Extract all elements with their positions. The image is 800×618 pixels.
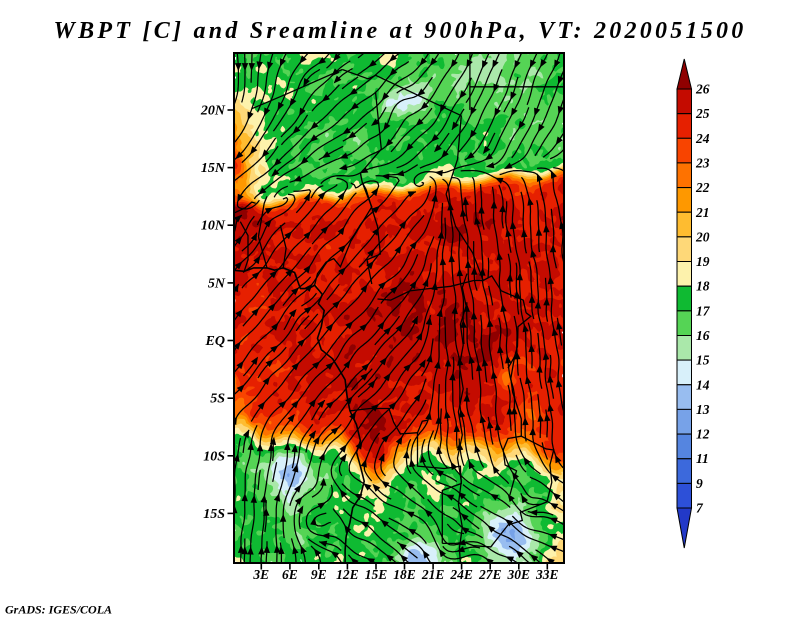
svg-text:30E: 30E <box>507 567 531 582</box>
svg-text:14: 14 <box>696 377 710 392</box>
svg-text:11: 11 <box>696 451 709 466</box>
svg-text:15E: 15E <box>365 567 388 582</box>
svg-text:3E: 3E <box>252 567 269 582</box>
svg-text:17: 17 <box>696 303 711 318</box>
svg-text:12: 12 <box>696 427 710 442</box>
svg-text:20N: 20N <box>200 104 226 119</box>
svg-text:6E: 6E <box>282 567 298 582</box>
svg-text:9: 9 <box>696 476 703 491</box>
svg-text:9E: 9E <box>311 567 327 582</box>
svg-text:18E: 18E <box>393 567 416 582</box>
svg-text:15S: 15S <box>203 507 225 522</box>
svg-text:10N: 10N <box>201 219 226 234</box>
svg-text:7: 7 <box>696 501 704 516</box>
svg-text:10S: 10S <box>203 449 225 464</box>
svg-text:20: 20 <box>695 229 710 244</box>
svg-text:16: 16 <box>696 328 710 343</box>
svg-text:22: 22 <box>695 180 710 195</box>
svg-text:GrADS: IGES/COLA: GrADS: IGES/COLA <box>5 603 112 617</box>
svg-text:23: 23 <box>695 155 710 170</box>
svg-text:24E: 24E <box>449 567 473 582</box>
svg-text:WBPT [C] and Sreamline at 900h: WBPT [C] and Sreamline at 900hPa, VT: 20… <box>54 18 747 44</box>
svg-text:19: 19 <box>696 254 710 269</box>
svg-text:5S: 5S <box>210 392 225 407</box>
svg-text:15: 15 <box>696 353 710 368</box>
svg-text:5N: 5N <box>208 276 226 291</box>
svg-text:13: 13 <box>696 402 710 417</box>
svg-text:26: 26 <box>695 82 710 97</box>
svg-text:21E: 21E <box>421 567 445 582</box>
svg-text:12E: 12E <box>336 567 359 582</box>
svg-text:21: 21 <box>695 205 710 220</box>
svg-text:27E: 27E <box>478 567 502 582</box>
svg-text:18: 18 <box>696 279 710 294</box>
svg-text:33E: 33E <box>535 567 559 582</box>
svg-text:EQ: EQ <box>205 334 225 349</box>
svg-text:24: 24 <box>695 131 710 146</box>
svg-text:15N: 15N <box>201 161 226 176</box>
svg-text:25: 25 <box>695 106 710 121</box>
